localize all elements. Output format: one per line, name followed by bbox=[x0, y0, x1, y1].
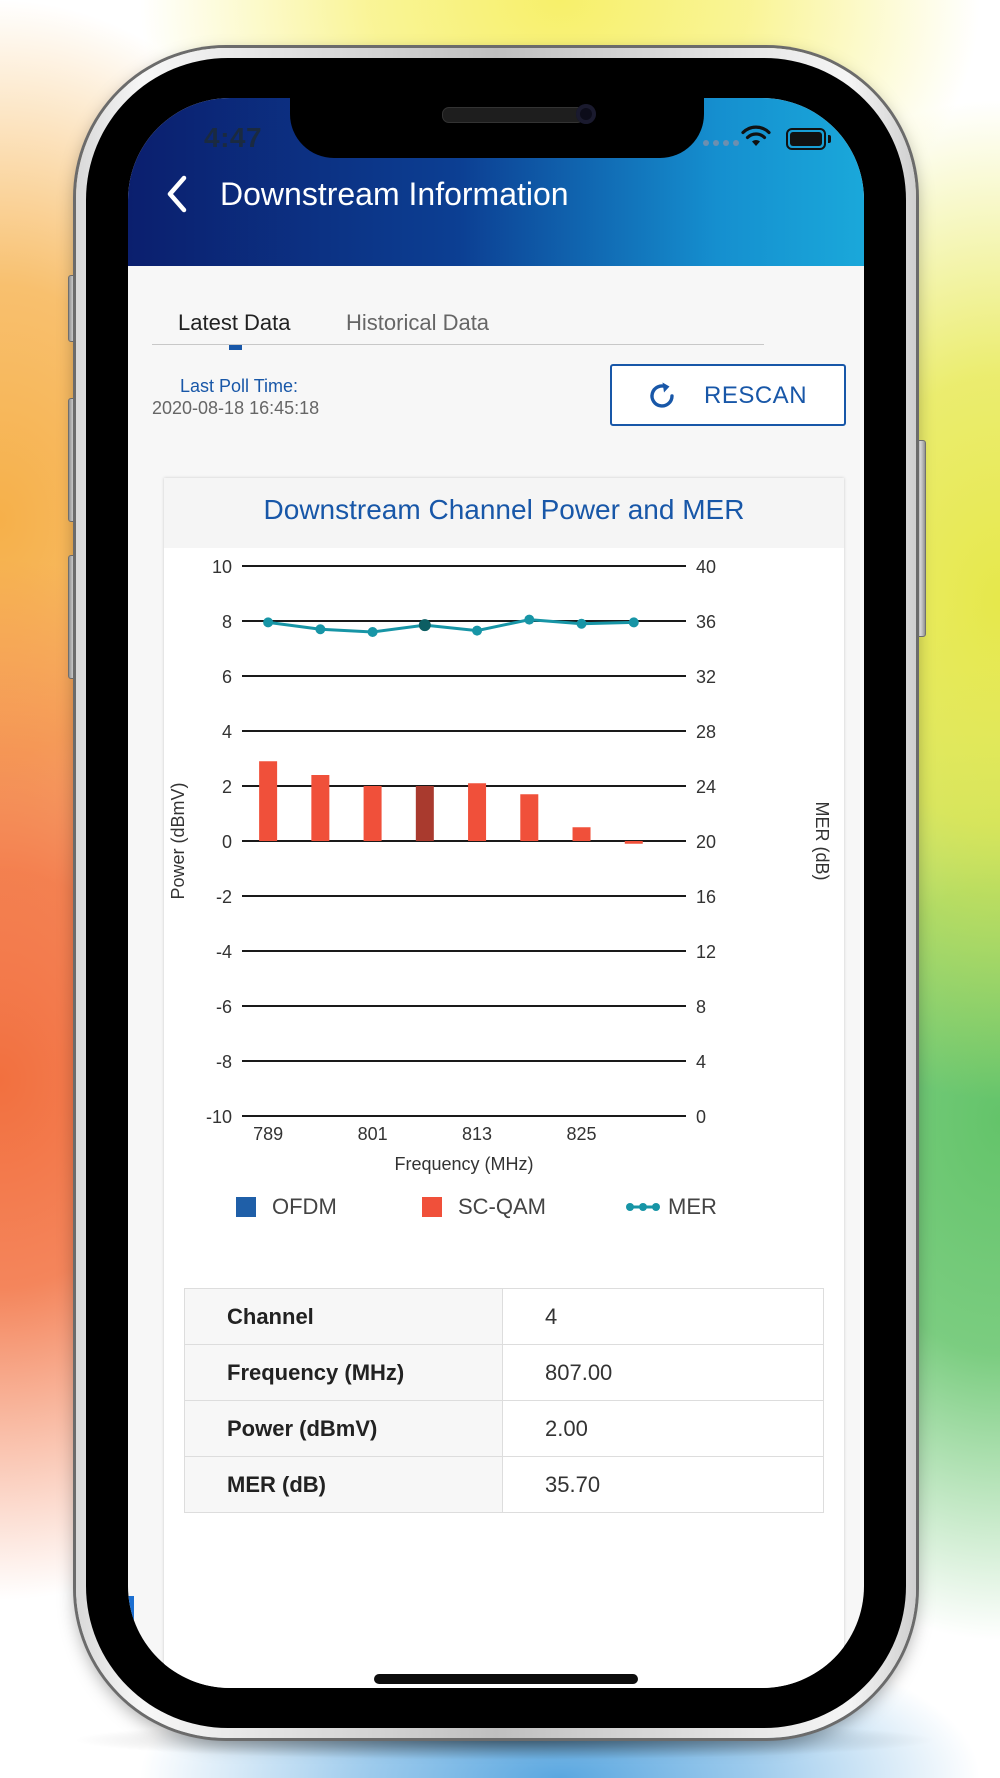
bar-scqam bbox=[624, 841, 643, 844]
app-screen: 4:47 Downstream Information Latest Data … bbox=[128, 98, 864, 1688]
active-tab-indicator bbox=[229, 344, 242, 350]
detail-value: 2.00 bbox=[502, 1400, 824, 1457]
legend-swatch-ofdm bbox=[236, 1197, 256, 1217]
front-camera bbox=[576, 104, 596, 124]
table-row: Channel 4 bbox=[184, 1288, 824, 1345]
y2-tick-label: 4 bbox=[696, 1052, 706, 1072]
detail-label: Frequency (MHz) bbox=[184, 1344, 503, 1401]
y2-tick-label: 36 bbox=[696, 612, 716, 632]
chart-card: Downstream Channel Power and MER 10 40 8 36… bbox=[164, 478, 844, 1688]
y-tick-label: 8 bbox=[222, 612, 232, 632]
table-row: Power (dBmV) 2.00 bbox=[184, 1400, 824, 1457]
legend-label-ofdm: OFDM bbox=[272, 1194, 337, 1219]
mer-point bbox=[315, 624, 326, 635]
status-time: 4:47 bbox=[204, 122, 263, 153]
notch bbox=[290, 96, 704, 158]
y-tick-label: 4 bbox=[222, 722, 232, 742]
edge-tab bbox=[128, 1596, 134, 1656]
mer-point bbox=[418, 619, 431, 632]
y-tick-label: -10 bbox=[206, 1107, 232, 1127]
bar-scqam bbox=[468, 783, 487, 841]
y2-tick-label: 24 bbox=[696, 777, 716, 797]
mer-point bbox=[367, 627, 378, 637]
y2-axis-label: MER (dB) bbox=[812, 801, 832, 880]
y2-tick-label: 28 bbox=[696, 722, 716, 742]
tab-divider bbox=[152, 344, 764, 345]
x-tick-label: 789 bbox=[253, 1124, 283, 1144]
refresh-icon bbox=[650, 382, 674, 408]
legend-label-scqam: SC-QAM bbox=[458, 1194, 546, 1219]
y-tick-label: -8 bbox=[216, 1052, 232, 1072]
y2-tick-label: 0 bbox=[696, 1107, 706, 1127]
x-tick-label: 813 bbox=[462, 1124, 492, 1144]
y-tick-label: -4 bbox=[216, 942, 232, 962]
chart-title: Downstream Channel Power and MER bbox=[263, 494, 745, 525]
table-row: Frequency (MHz) 807.00 bbox=[184, 1344, 824, 1401]
home-indicator bbox=[374, 1674, 638, 1684]
speaker-grille bbox=[442, 107, 584, 123]
y-tick-label: 10 bbox=[212, 557, 232, 577]
bar-scqam bbox=[415, 786, 434, 841]
last-poll-label: Last Poll Time: bbox=[180, 376, 299, 396]
y2-tick-label: 8 bbox=[696, 997, 706, 1017]
legend-swatch-scqam bbox=[422, 1197, 442, 1217]
mer-point bbox=[263, 617, 274, 628]
last-poll-value: 2020-08-18 16:45:18 bbox=[152, 398, 320, 418]
y-tick-label: 6 bbox=[222, 667, 232, 687]
detail-value: 35.70 bbox=[502, 1456, 824, 1513]
bar-scqam bbox=[520, 794, 539, 841]
mer-point bbox=[524, 614, 535, 625]
chevron-left-icon[interactable] bbox=[158, 174, 198, 214]
bar-scqam bbox=[572, 827, 591, 841]
page-title: Downstream Information bbox=[220, 176, 569, 212]
mer-point bbox=[472, 625, 483, 636]
detail-value: 4 bbox=[502, 1288, 824, 1345]
y-axis-label: Power (dBmV) bbox=[168, 782, 188, 899]
x-axis-label: Frequency (MHz) bbox=[394, 1154, 533, 1174]
rescan-label: RESCAN bbox=[704, 382, 808, 409]
x-tick-label: 825 bbox=[567, 1124, 597, 1144]
y2-tick-label: 40 bbox=[696, 557, 716, 577]
legend-item-mer[interactable]: MER bbox=[626, 1194, 717, 1220]
bar-scqam bbox=[311, 775, 330, 841]
legend-item-scqam[interactable]: SC-QAM bbox=[422, 1194, 546, 1220]
detail-value: 807.00 bbox=[502, 1344, 824, 1401]
chart-header: Downstream Channel Power and MER bbox=[164, 478, 844, 548]
legend-swatch-mer bbox=[626, 1203, 660, 1211]
battery-icon bbox=[786, 128, 831, 150]
channel-details-table: Channel 4 Frequency (MHz) 807.00 Power (… bbox=[184, 1288, 824, 1513]
table-row: MER (dB) 35.70 bbox=[184, 1456, 824, 1513]
signal-dots-icon bbox=[703, 140, 739, 146]
y2-tick-label: 32 bbox=[696, 667, 716, 687]
y-tick-label: -6 bbox=[216, 997, 232, 1017]
chart-legend: OFDM SC-QAM MER bbox=[164, 1194, 844, 1234]
power-button bbox=[915, 440, 926, 637]
mer-point bbox=[576, 618, 587, 629]
y2-tick-label: 16 bbox=[696, 887, 716, 907]
detail-label: Channel bbox=[184, 1288, 503, 1345]
tab-historical-data[interactable]: Historical Data bbox=[346, 310, 490, 335]
bar-scqam bbox=[363, 786, 382, 841]
tab-latest-data[interactable]: Latest Data bbox=[178, 310, 291, 335]
y-tick-label: 2 bbox=[222, 777, 232, 797]
rescan-button[interactable]: RESCAN bbox=[610, 364, 846, 426]
detail-label: MER (dB) bbox=[184, 1456, 503, 1513]
status-bar: 4:47 bbox=[128, 98, 864, 178]
legend-label-mer: MER bbox=[668, 1194, 717, 1219]
detail-label: Power (dBmV) bbox=[184, 1400, 503, 1457]
power-mer-chart: 10 40 8 36 6 32 4 28 2 24 0 20 -2 16 -4 12 -6 8 -8 4 -10 0 789… bbox=[168, 557, 832, 1174]
mer-line bbox=[267, 618, 634, 634]
tab-bar: Latest Data Historical Data bbox=[128, 266, 864, 382]
mer-point bbox=[628, 617, 639, 628]
y-tick-label: 0 bbox=[222, 832, 232, 852]
bar-scqam bbox=[259, 761, 278, 841]
y2-tick-label: 20 bbox=[696, 832, 716, 852]
wifi-icon bbox=[741, 125, 771, 146]
y2-tick-label: 12 bbox=[696, 942, 716, 962]
y-tick-label: -2 bbox=[216, 887, 232, 907]
app-header: 4:47 Downstream Information bbox=[128, 98, 864, 266]
x-tick-label: 801 bbox=[358, 1124, 388, 1144]
legend-item-ofdm[interactable]: OFDM bbox=[236, 1194, 337, 1220]
